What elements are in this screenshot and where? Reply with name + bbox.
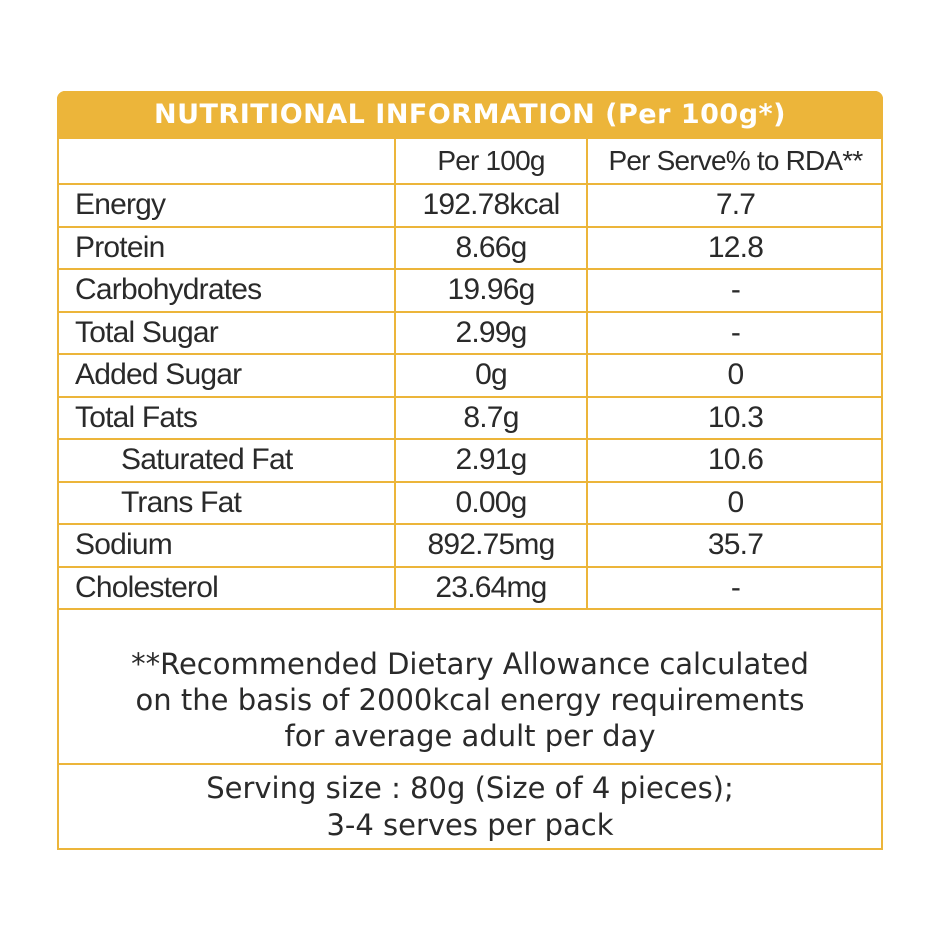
rda-footnote-line: for average adult per day [284, 719, 656, 753]
nutrient-name: Trans Fat [57, 480, 396, 525]
nutrient-per-100g: 19.96g [394, 268, 588, 313]
nutrition-panel: NUTRITIONAL INFORMATION (Per 100g*) Per … [57, 91, 883, 850]
nutrient-name: Saturated Fat [57, 438, 396, 483]
header-nutrient [57, 139, 396, 185]
nutrition-table: Per 100g Per Serve% to RDA** Energy 192.… [57, 139, 883, 610]
nutrient-name: Total Sugar [57, 310, 396, 355]
nutrient-per-100g: 0.00g [394, 480, 588, 525]
nutrient-per-100g: 2.91g [394, 438, 588, 483]
table-row: Protein 8.66g 12.8 [57, 225, 883, 270]
serving-size-info: Serving size : 80g (Size of 4 pieces); 3… [59, 770, 881, 844]
nutrient-per-100g: 2.99g [394, 310, 588, 355]
table-row: Carbohydrates 19.96g - [57, 268, 883, 313]
nutrient-rda: 10.3 [586, 395, 883, 440]
nutrient-per-100g: 23.64mg [394, 565, 588, 610]
header-per-serve-rda: Per Serve% to RDA** [586, 139, 883, 185]
rda-footnote: **Recommended Dietary Allowance calculat… [59, 641, 881, 765]
nutrient-rda: 0 [586, 480, 883, 525]
nutrient-name: Energy [57, 183, 396, 228]
nutrient-per-100g: 0g [394, 353, 588, 398]
rda-footnote-line: **Recommended Dietary Allowance calculat… [131, 647, 809, 681]
nutrient-rda: - [586, 268, 883, 313]
table-row: Total Fats 8.7g 10.3 [57, 395, 883, 440]
nutrient-name: Carbohydrates [57, 268, 396, 313]
table-row: Cholesterol 23.64mg - [57, 565, 883, 610]
nutrient-rda: 0 [586, 353, 883, 398]
table-row: Sodium 892.75mg 35.7 [57, 523, 883, 568]
nutrition-title: NUTRITIONAL INFORMATION (Per 100g*) [57, 91, 883, 139]
nutrient-name: Sodium [57, 523, 396, 568]
table-row: Energy 192.78kcal 7.7 [57, 183, 883, 228]
nutrient-rda: - [586, 310, 883, 355]
nutrient-rda: 7.7 [586, 183, 883, 228]
nutrient-rda: 10.6 [586, 438, 883, 483]
nutrient-name: Added Sugar [57, 353, 396, 398]
serves-per-pack-line: 3-4 serves per pack [326, 808, 614, 842]
table-row: Saturated Fat 2.91g 10.6 [57, 438, 883, 483]
table-header-row: Per 100g Per Serve% to RDA** [57, 139, 883, 185]
nutrient-rda: 12.8 [586, 225, 883, 270]
nutrient-rda: 35.7 [586, 523, 883, 568]
serving-size-line: Serving size : 80g (Size of 4 pieces); [206, 771, 734, 805]
table-row: Added Sugar 0g 0 [57, 353, 883, 398]
nutrient-name: Cholesterol [57, 565, 396, 610]
rda-footnote-line: on the basis of 2000kcal energy requirem… [135, 683, 805, 717]
table-row: Trans Fat 0.00g 0 [57, 480, 883, 525]
nutrient-per-100g: 8.66g [394, 225, 588, 270]
nutrient-per-100g: 892.75mg [394, 523, 588, 568]
nutrient-per-100g: 192.78kcal [394, 183, 588, 228]
nutrient-rda: - [586, 565, 883, 610]
nutrient-name: Total Fats [57, 395, 396, 440]
header-per-100g: Per 100g [394, 139, 588, 185]
nutrient-per-100g: 8.7g [394, 395, 588, 440]
nutrient-name: Protein [57, 225, 396, 270]
table-row: Total Sugar 2.99g - [57, 310, 883, 355]
